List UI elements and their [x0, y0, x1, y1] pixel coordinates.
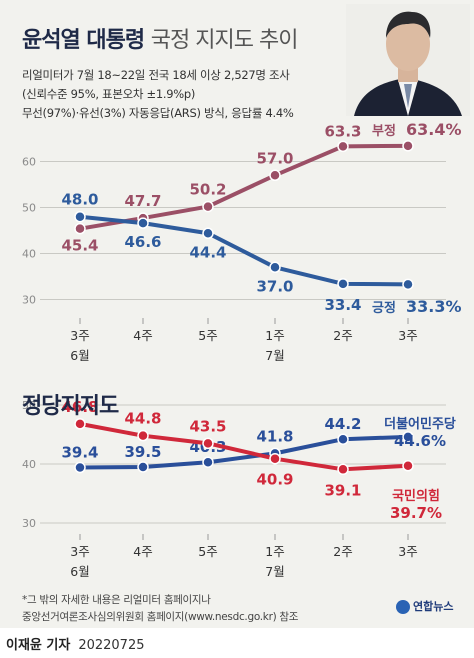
- data-point: [137, 461, 149, 473]
- data-label: 44.4: [189, 243, 226, 261]
- party-section-title: 정당지지도: [22, 394, 119, 419]
- data-label: 45.4: [61, 237, 98, 255]
- note-line: *그 밖의 자세한 내용은 리얼미터 홈페이지나: [22, 594, 211, 606]
- data-label: 39.5: [124, 443, 161, 461]
- series-end-value: 44.6%: [394, 432, 446, 450]
- y-tick-label: 30: [22, 517, 36, 530]
- x-tick-label: 2주: [333, 544, 352, 559]
- series-end-value: 63.4%: [406, 120, 462, 139]
- source-note: *그 밖의 자세한 내용은 리얼미터 홈페이지나 중앙선거여론조사심의위원회 홈…: [22, 592, 298, 626]
- data-point: [402, 278, 414, 291]
- footer: 이재윤 기자 20220725: [0, 628, 474, 658]
- y-tick-label: 40: [22, 248, 36, 261]
- x-tick-month-label: 6월: [70, 564, 89, 579]
- x-tick-label: 3주: [398, 544, 417, 559]
- data-label: 44.8: [124, 410, 161, 428]
- x-tick-month-label: 7월: [265, 348, 284, 363]
- logo-text: 연합뉴스: [413, 600, 454, 613]
- x-tick-month-label: 7월: [265, 564, 284, 579]
- x-tick-label: 3주: [70, 328, 89, 343]
- data-label: 33.4: [324, 296, 361, 314]
- x-tick-label: 3주: [70, 544, 89, 559]
- x-tick-label: 4주: [133, 328, 152, 343]
- data-label: 63.3: [324, 122, 361, 140]
- logo-mark-icon: [396, 600, 410, 614]
- data-label: 41.8: [256, 427, 293, 445]
- data-label: 39.4: [61, 444, 98, 462]
- x-tick-label: 4주: [133, 544, 152, 559]
- data-label: 47.7: [124, 192, 161, 210]
- data-point: [402, 140, 414, 152]
- data-point: [337, 278, 349, 290]
- x-tick-label: 2주: [333, 328, 352, 343]
- series-line: [79, 214, 409, 287]
- data-point: [269, 169, 281, 182]
- data-label: 46.8: [61, 398, 98, 416]
- y-tick-label: 40: [22, 458, 36, 471]
- data-point: [202, 456, 214, 468]
- y-tick-label: 50: [22, 202, 36, 215]
- note-line: 중앙선거여론조사심의위원회 홈페이지(www.nesdc.go.kr) 참조: [22, 611, 299, 623]
- series-line: [79, 434, 409, 470]
- title-main: 윤석열 대통령: [22, 28, 145, 53]
- survey-line: 리얼미터가 7월 18~22일 전국 18세 이상 2,527명 조사: [22, 68, 290, 82]
- data-point: [74, 418, 86, 430]
- data-point: [337, 463, 349, 476]
- series-line: [79, 143, 409, 231]
- data-point: [269, 452, 281, 465]
- y-tick-label: 60: [22, 156, 36, 169]
- data-point: [202, 227, 214, 240]
- series-name-label: 더불어민주당: [384, 416, 456, 432]
- approval-chart: 30 40 50 60 3주 6월 4주 5주 1주 7월 2주 3주 45.4 47.7 50.2 57.0…: [22, 120, 462, 363]
- data-label: 46.6: [124, 233, 161, 251]
- title-subtitle: 국정 지지도 추이: [150, 28, 299, 53]
- party-chart: 3040503주6월4주5주1주7월2주3주39.439.540.341.844…: [22, 398, 456, 579]
- x-tick-label: 5주: [198, 544, 217, 559]
- byline: 이재윤 기자 20220725: [6, 634, 145, 653]
- series-name-label: 부정: [372, 123, 396, 139]
- x-tick-label: 1주: [265, 328, 284, 343]
- series-end-value: 39.7%: [390, 504, 442, 522]
- data-label: 50.2: [189, 181, 226, 199]
- data-point: [337, 433, 349, 445]
- page-title: 윤석열 대통령 국정 지지도 추이: [22, 22, 299, 54]
- data-label: 39.1: [324, 481, 361, 499]
- data-point: [202, 200, 214, 213]
- byline-name: 이재윤 기자: [6, 638, 71, 653]
- series-line: [79, 421, 409, 472]
- data-point: [137, 429, 149, 442]
- x-tick-label: 5주: [198, 328, 217, 343]
- data-label: 43.5: [189, 417, 226, 435]
- president-photo: [346, 4, 470, 116]
- yonhap-logo: 연합뉴스: [396, 598, 453, 614]
- data-label: 48.0: [61, 191, 98, 209]
- data-label: 57.0: [256, 149, 293, 167]
- data-label: 40.9: [256, 471, 293, 489]
- data-point: [269, 261, 281, 274]
- series-end-value: 33.3%: [406, 297, 462, 316]
- survey-line: 무선(97%)·유선(3%) 자동응답(ARS) 방식, 응답률 4.4%: [22, 106, 294, 120]
- series-name-label: 국민의힘: [392, 488, 440, 504]
- data-point: [402, 460, 414, 472]
- y-tick-label: 30: [22, 294, 36, 307]
- survey-line: (신뢰수준 95%, 표본오차 ±1.9%p): [22, 87, 196, 101]
- byline-date: 20220725: [78, 638, 145, 653]
- data-label: 44.2: [324, 415, 361, 433]
- data-point: [337, 140, 349, 153]
- data-point: [74, 461, 86, 474]
- data-point: [74, 222, 86, 235]
- data-point: [74, 210, 86, 223]
- data-label: 37.0: [256, 277, 293, 295]
- data-point: [137, 217, 149, 229]
- x-tick-label: 3주: [398, 328, 417, 343]
- y-tick-label: 50: [22, 399, 36, 412]
- x-tick-month-label: 6월: [70, 348, 89, 363]
- data-point: [202, 437, 214, 450]
- survey-info: 리얼미터가 7월 18~22일 전국 18세 이상 2,527명 조사 (신뢰수…: [22, 66, 294, 123]
- x-tick-label: 1주: [265, 544, 284, 559]
- data-point: [402, 431, 414, 443]
- series-name-label: 긍정: [372, 300, 396, 316]
